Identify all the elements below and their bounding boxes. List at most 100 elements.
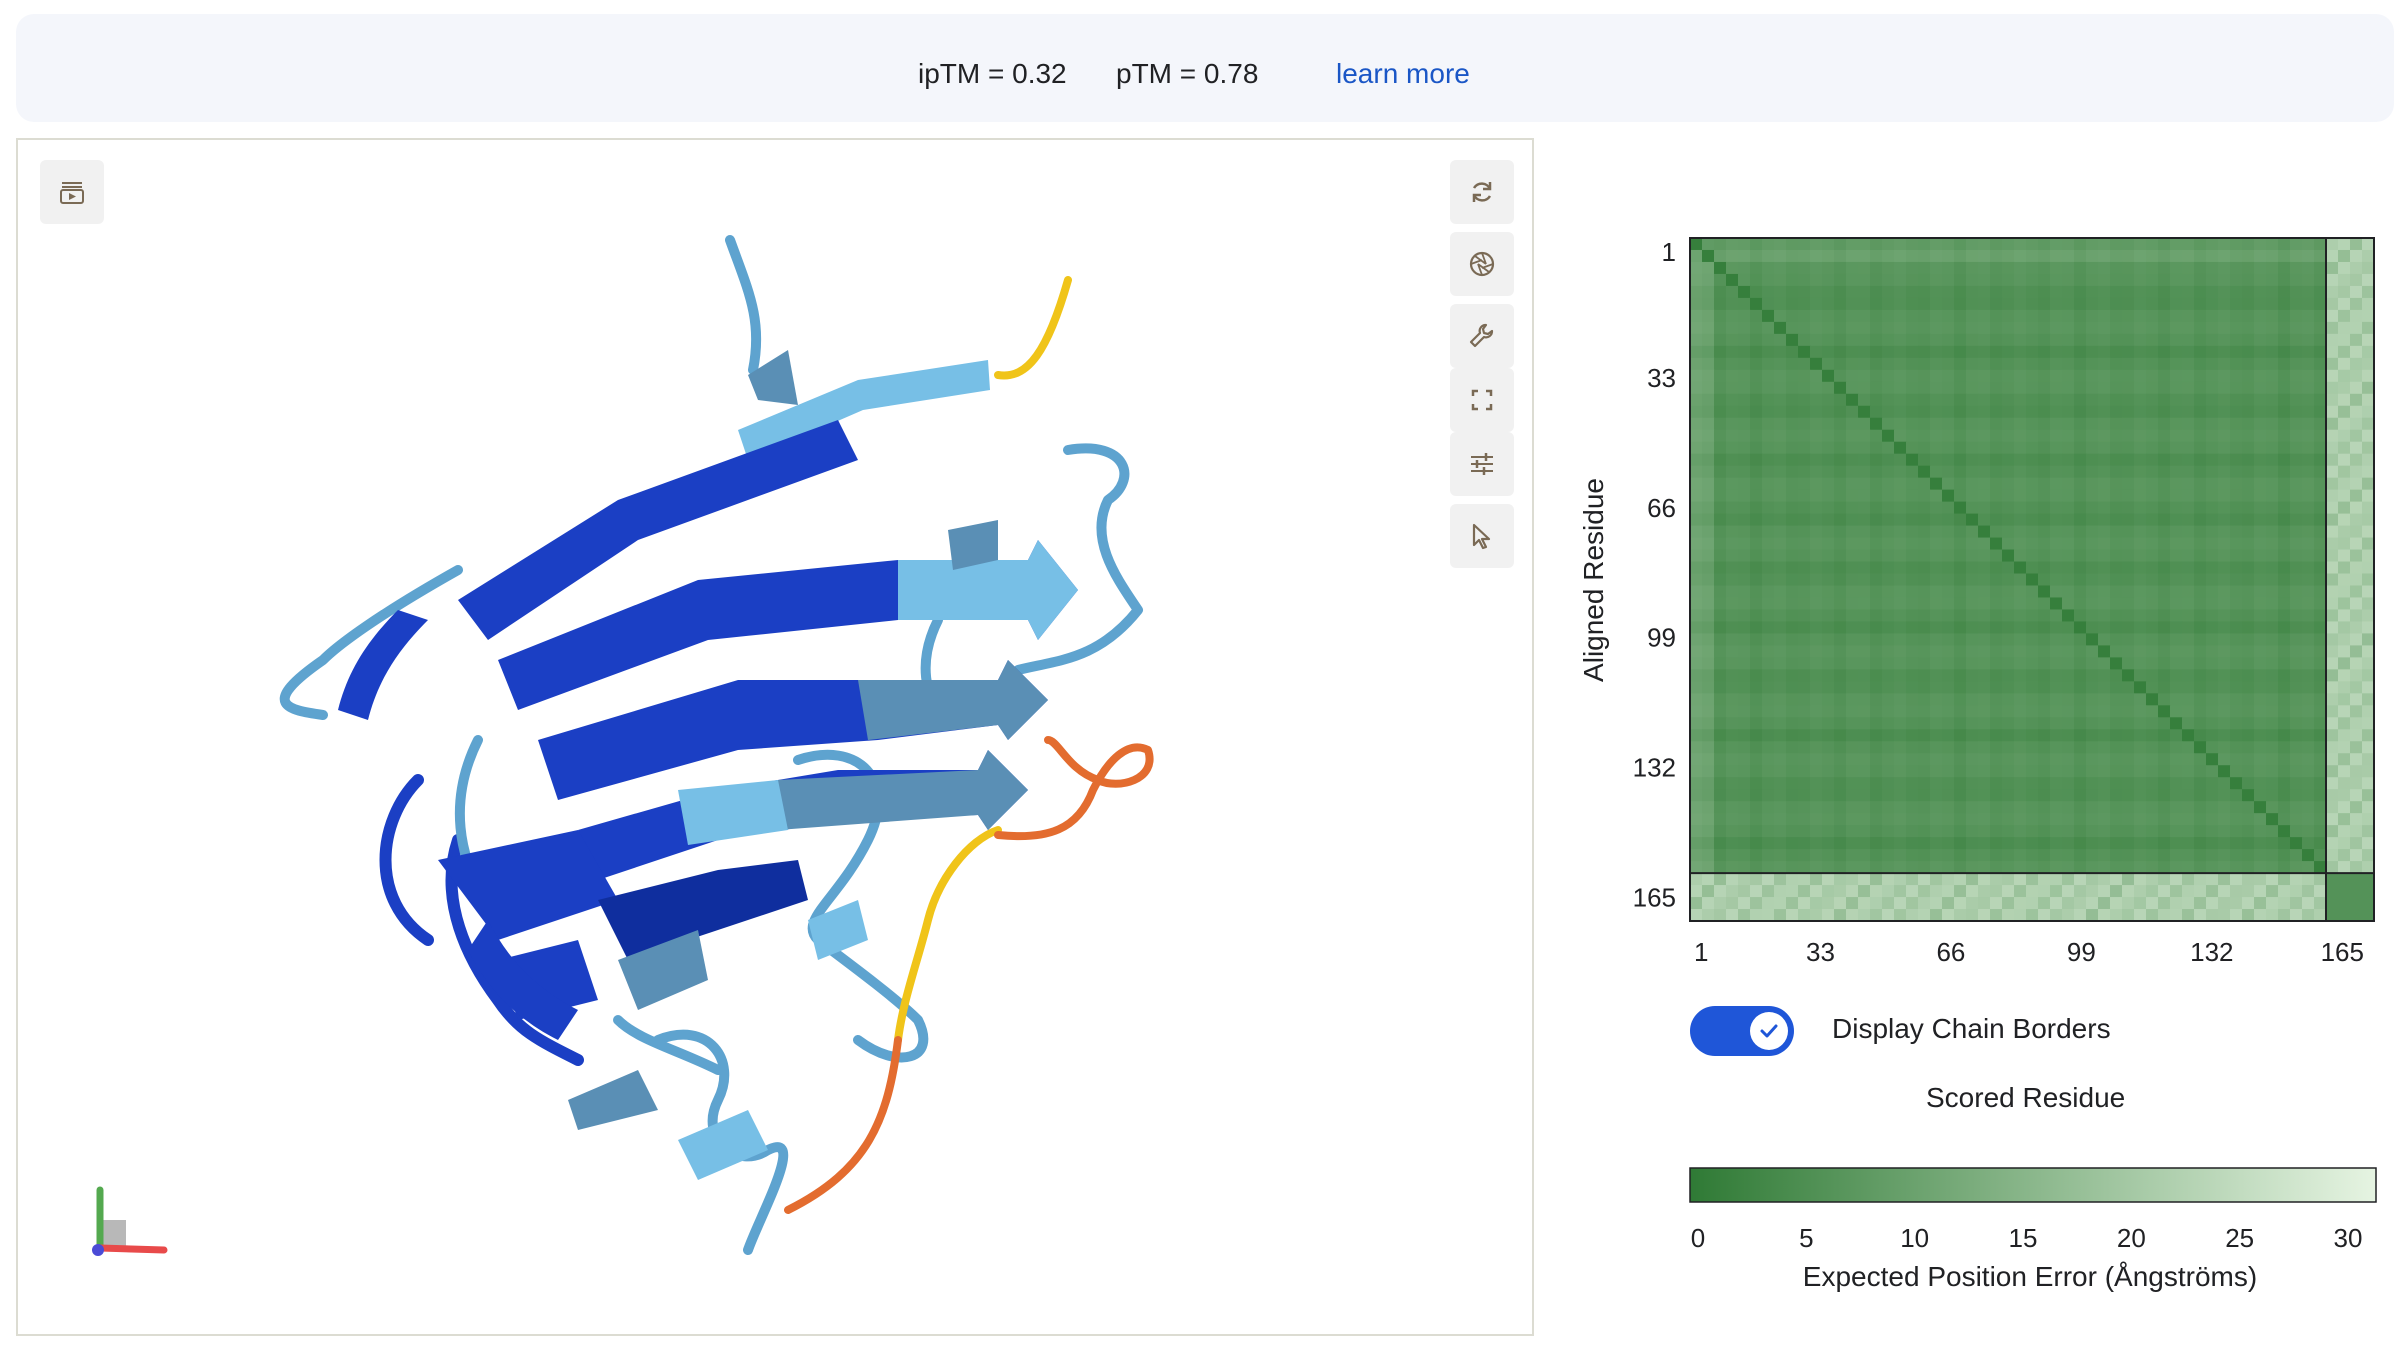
pae-cell: [1798, 273, 1811, 287]
pae-cell: [1978, 405, 1991, 419]
pae-cell: [1990, 477, 2003, 491]
pae-cell: [2110, 417, 2123, 431]
pae-cell: [1714, 381, 1727, 395]
pae-cell: [1870, 825, 1883, 838]
learn-more-link[interactable]: learn more: [1336, 58, 1470, 89]
pae-cell: [2362, 573, 2375, 587]
pae-cell: [1882, 717, 1895, 730]
screenshot-button[interactable]: [1450, 232, 1514, 296]
pae-cell: [2326, 657, 2339, 670]
pae-cell: [2338, 885, 2351, 898]
pae-cell: [2182, 765, 2195, 778]
pae-cell: [1990, 657, 2003, 670]
pae-cell: [1726, 789, 1739, 802]
pae-cell: [1918, 465, 1931, 479]
pae-cell: [2026, 285, 2039, 299]
structure-viewer[interactable]: [16, 138, 1534, 1336]
pae-cell: [2158, 801, 2171, 814]
pae-cell: [1738, 813, 1751, 826]
pae-cell: [1894, 573, 1907, 587]
pae-cell: [2350, 393, 2363, 407]
pae-cell: [2350, 321, 2363, 335]
pae-cell: [1810, 873, 1823, 886]
pae-cell: [2086, 573, 2099, 587]
pae-cell: [1954, 693, 1967, 706]
pae-cell: [1750, 573, 1763, 587]
pae-cell: [1906, 837, 1919, 850]
pae-cell: [1798, 357, 1811, 371]
pae-cell: [2290, 873, 2303, 886]
rotate-button[interactable]: [1450, 160, 1514, 224]
pae-cell: [2302, 273, 2315, 287]
pae-cell: [1774, 597, 1787, 611]
pae-cell: [1762, 873, 1775, 886]
pae-cell: [2002, 489, 2015, 503]
pae-cell: [2074, 297, 2087, 311]
pae-cell: [2086, 885, 2099, 898]
pae-cell: [2206, 633, 2219, 647]
pae-cell: [1822, 405, 1835, 419]
pae-cell: [1762, 501, 1775, 515]
pae-heatmap[interactable]: [1689, 237, 2375, 922]
pae-cell: [1882, 825, 1895, 838]
pae-cell: [2194, 621, 2207, 635]
pae-cell: [2206, 261, 2219, 275]
pae-cell: [1882, 897, 1895, 910]
pae-cell: [2218, 597, 2231, 611]
pae-cell: [1906, 369, 1919, 383]
pae-cell: [2098, 297, 2111, 311]
pae-cell: [1738, 669, 1751, 682]
pae-cell: [1918, 849, 1931, 862]
pae-cell: [2050, 369, 2063, 383]
pae-cell: [1810, 693, 1823, 706]
pae-cell: [2254, 285, 2267, 299]
pae-cell: [2230, 429, 2243, 443]
pae-cell: [2362, 753, 2375, 766]
controls-button[interactable]: [1450, 432, 1514, 496]
pae-cell: [2242, 501, 2255, 515]
pae-cell: [1690, 261, 1703, 275]
protein-structure[interactable]: [18, 140, 1532, 1334]
pae-cell: [1750, 825, 1763, 838]
pae-cell: [1978, 261, 1991, 275]
chain-borders-toggle[interactable]: [1690, 1006, 1794, 1056]
pae-cell: [2314, 609, 2327, 623]
pae-cell: [1954, 789, 1967, 802]
pae-cell: [1858, 693, 1871, 706]
pae-cell: [2182, 273, 2195, 287]
fullscreen-button[interactable]: [1450, 368, 1514, 432]
pae-cell: [2146, 705, 2159, 718]
pae-cell: [1906, 429, 1919, 443]
pae-cell: [2326, 333, 2339, 347]
pae-cell: [2314, 693, 2327, 706]
pae-cell: [1750, 501, 1763, 515]
pae-cell: [2266, 561, 2279, 575]
pae-cell: [1738, 405, 1751, 419]
pae-cell: [1798, 513, 1811, 527]
pae-cell: [2098, 825, 2111, 838]
select-button[interactable]: [1450, 504, 1514, 568]
pae-cell: [1762, 813, 1775, 826]
pae-cell: [2362, 597, 2375, 611]
settings-tool-button[interactable]: [1450, 304, 1514, 368]
pae-cell: [2026, 561, 2039, 575]
pae-cell: [2050, 549, 2063, 563]
pae-cell: [2086, 513, 2099, 527]
pae-cell: [1846, 813, 1859, 826]
pae-cell: [1966, 513, 1979, 527]
pae-cell: [2050, 321, 2063, 335]
pae-cell: [2170, 321, 2183, 335]
pae-cell: [1738, 238, 1751, 251]
pae-cell: [2158, 849, 2171, 862]
pae-cell: [1822, 633, 1835, 647]
pae-cell: [1918, 238, 1931, 251]
pae-cell: [1774, 753, 1787, 766]
pae-cell: [2050, 741, 2063, 754]
pae-cell: [2254, 261, 2267, 275]
pae-cell: [2194, 885, 2207, 898]
pae-cell: [1774, 297, 1787, 311]
pae-cell: [1858, 537, 1871, 551]
pae-cell: [1726, 357, 1739, 371]
sequence-player-button[interactable]: [40, 160, 104, 224]
